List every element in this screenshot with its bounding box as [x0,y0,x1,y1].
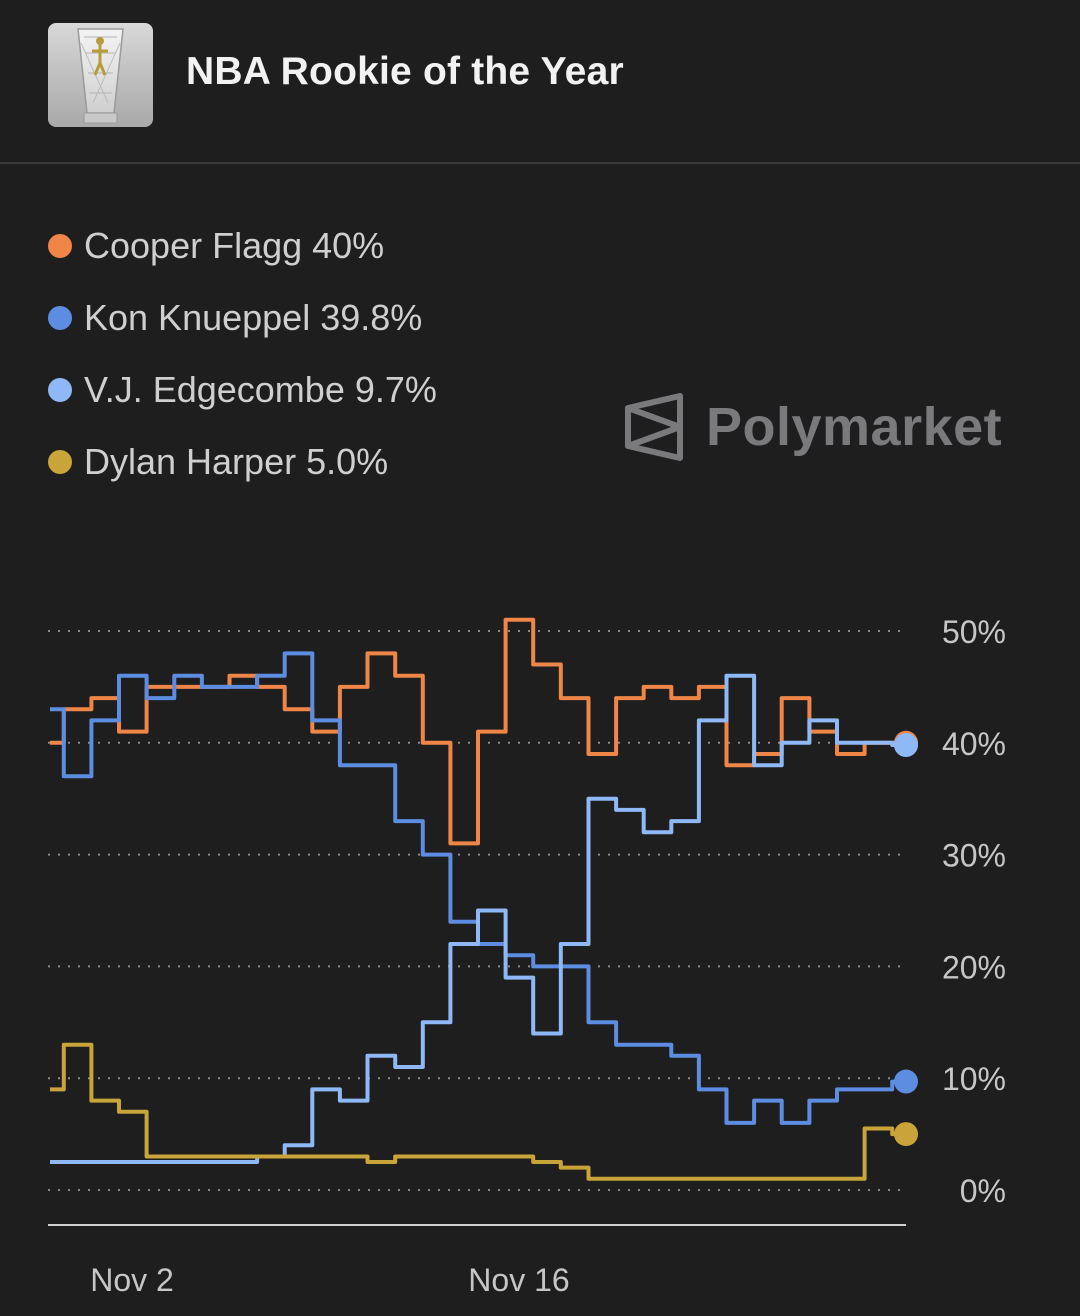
series-endpoint-dot [894,1122,918,1147]
legend-pct: 39.8% [320,297,423,338]
polymarket-logo-icon [625,393,683,461]
chart-legend: Cooper Flagg 40% Kon Knueppel 39.8% V.J. E… [48,210,437,498]
legend-dot [48,234,72,258]
y-tick-label: 0% [960,1173,1006,1209]
legend-name: Cooper Flagg [84,225,303,266]
legend-pct: 40% [312,225,385,266]
legend-item-kon-knueppel: Kon Knueppel 39.8% [48,282,437,354]
legend-name: V.J. Edgecombe [84,369,345,410]
legend-name: Kon Knueppel [84,297,311,338]
series-line-cooper-flagg[interactable] [50,617,906,846]
x-tick-label: Nov 2 [90,1262,174,1298]
legend-item-cooper-flagg: Cooper Flagg 40% [48,210,437,282]
y-tick-label: 40% [942,726,1006,762]
series-endpoint-dot [894,1069,918,1094]
legend-item-dylan-harper: Dylan Harper 5.0% [48,426,437,498]
legend-dot [48,378,72,402]
trophy-icon [77,28,124,124]
series-line-dylan-harper[interactable] [50,1042,906,1181]
watermark-text: Polymarket [706,397,1003,457]
legend-dot [48,450,72,474]
legend-pct: 5.0% [306,441,389,482]
y-tick-label: 10% [942,1061,1006,1097]
legend-item-vj-edgecombe: V.J. Edgecombe 9.7% [48,354,437,426]
series-endpoint-dot [894,733,918,758]
legend-name: Dylan Harper [84,441,297,482]
trophy-thumbnail[interactable] [48,23,153,127]
y-tick-label: 20% [942,949,1006,985]
polymarket-watermark: Polymarket [624,392,1002,462]
legend-pct: 9.7% [354,369,437,410]
series-line-v-j-edgecombe[interactable] [50,673,906,1164]
legend-dot [48,306,72,330]
series-line-kon-knueppel[interactable] [50,651,906,1125]
market-header: NBA Rookie of the Year [0,0,1080,164]
y-tick-label: 30% [942,838,1006,874]
page-title: NBA Rookie of the Year [186,50,624,93]
x-tick-label: Nov 16 [468,1262,569,1298]
y-tick-label: 50% [942,614,1006,650]
